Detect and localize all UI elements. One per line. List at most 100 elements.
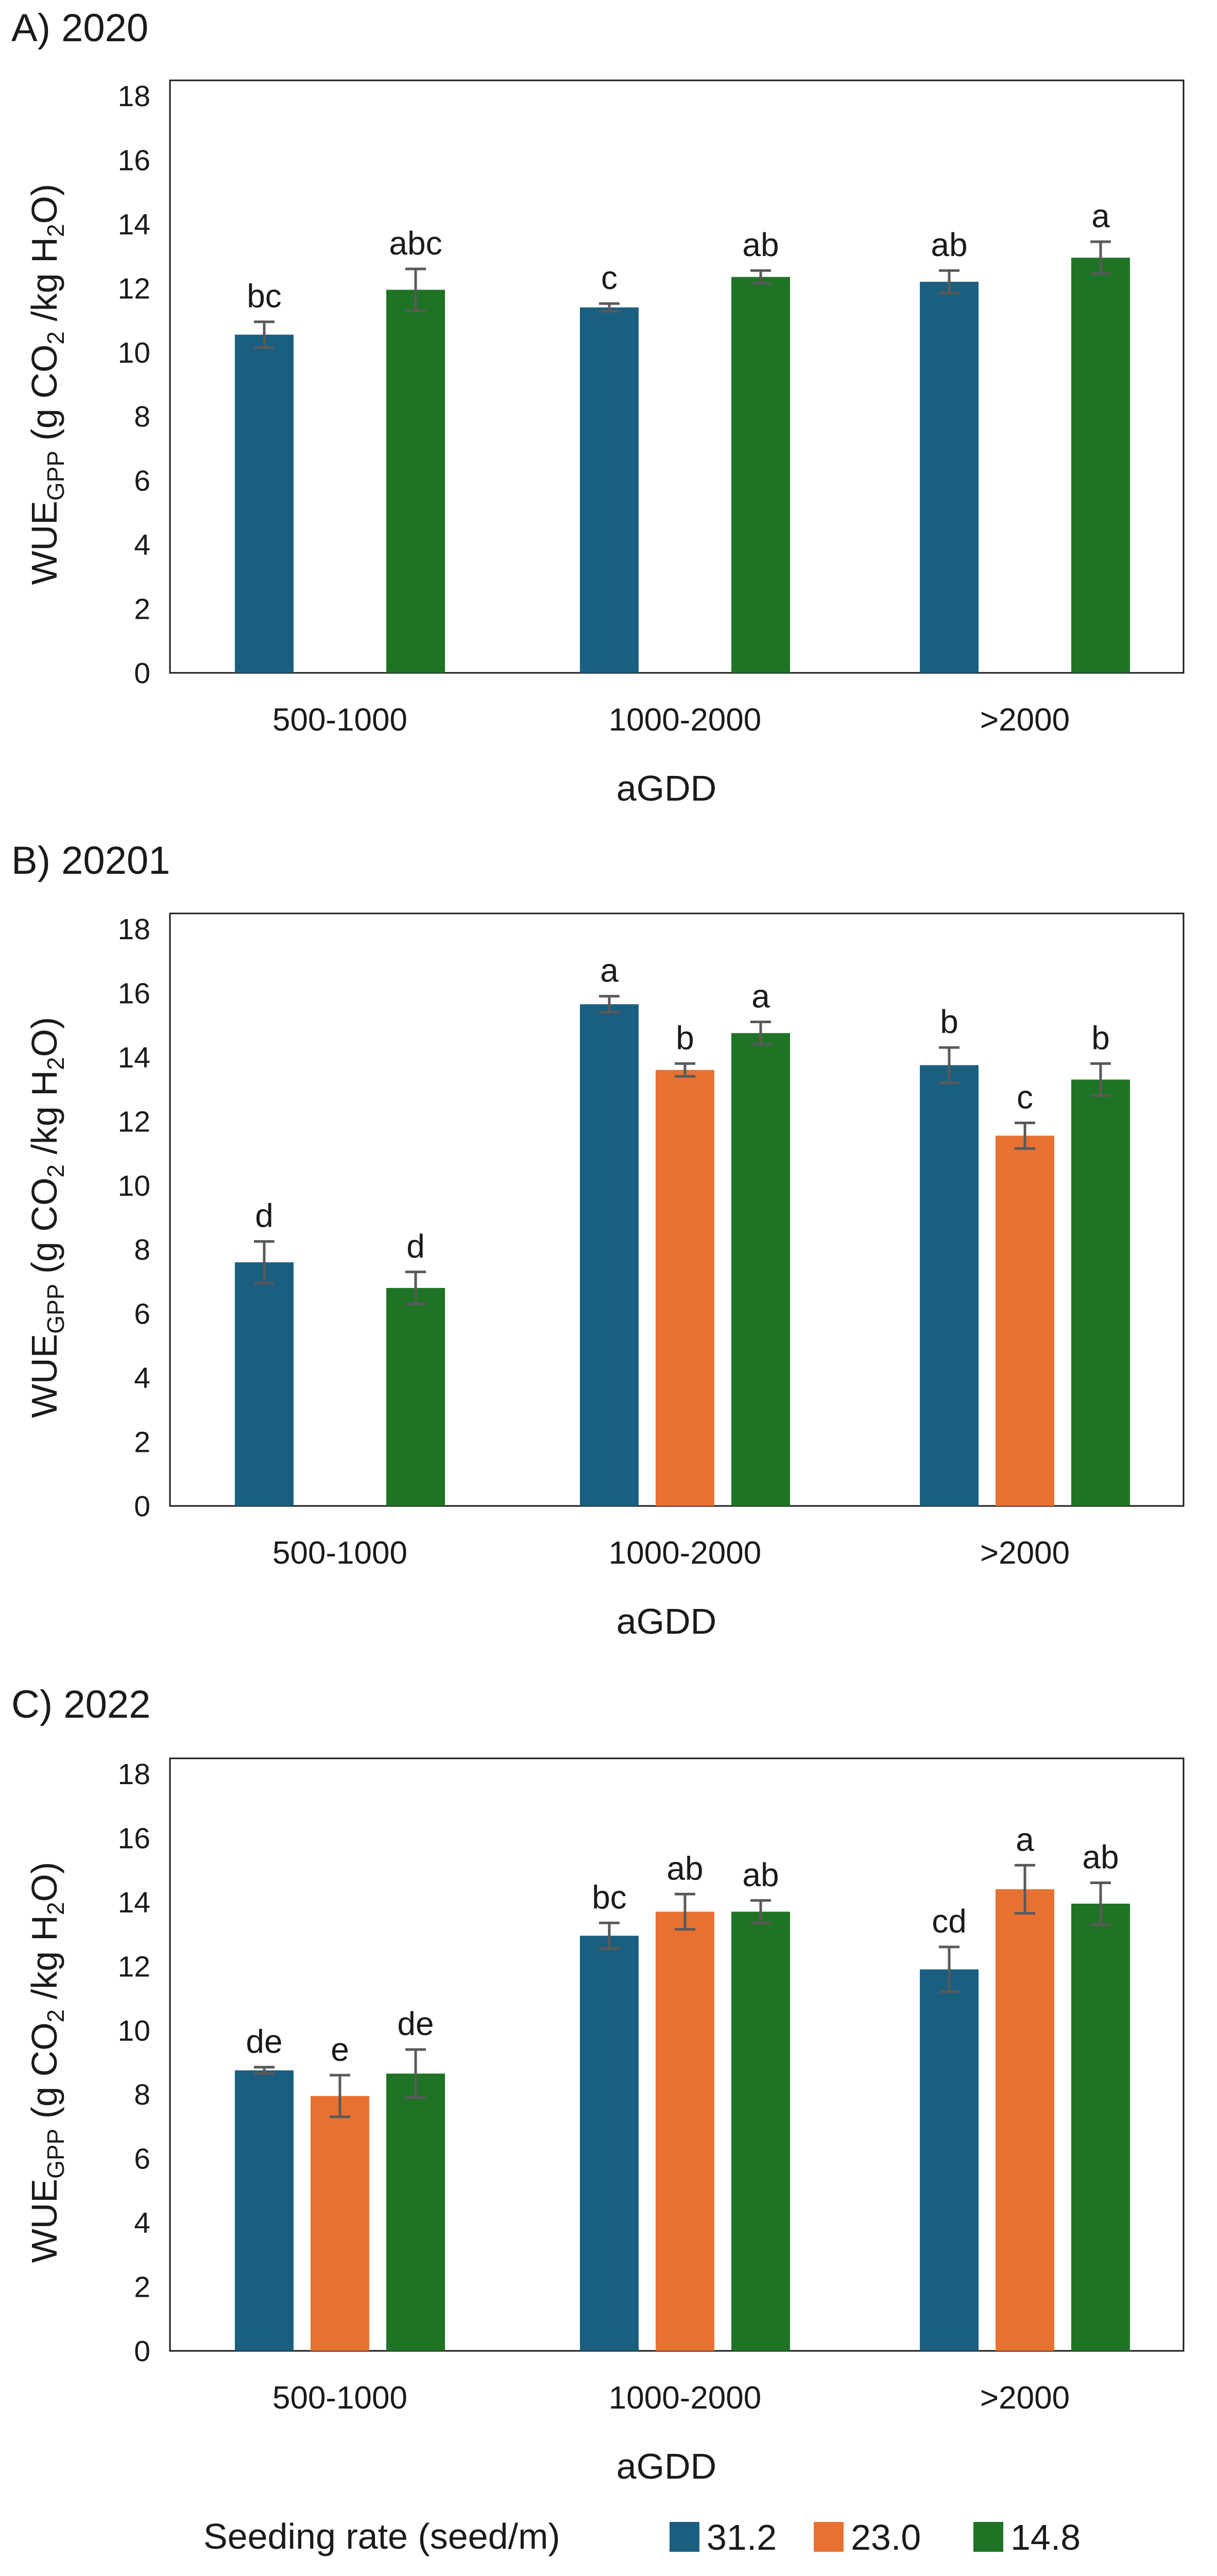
y-tick-label: 18 — [118, 80, 150, 113]
y-tick-label: 6 — [134, 2143, 150, 2176]
y-tick-label: 2 — [134, 2271, 150, 2304]
y-tick-label: 12 — [118, 272, 150, 305]
y-tick-label: 16 — [118, 977, 150, 1010]
significance-letter: ab — [1082, 1839, 1119, 1876]
legend-label-31-2: 31.2 — [707, 2517, 777, 2557]
significance-letter: ab — [742, 1856, 779, 1893]
y-axis-title-part: WUE — [24, 501, 64, 585]
y-tick-label: 4 — [134, 2207, 150, 2240]
bar-14-8 — [386, 1287, 445, 1506]
significance-letter: e — [331, 2031, 349, 2068]
bar-14-8 — [1071, 1079, 1130, 1506]
y-axis-title-part: O) — [24, 184, 64, 224]
significance-letter: b — [1091, 1019, 1110, 1056]
significance-letter: bc — [592, 1878, 627, 1916]
panel-title: C) 2022 — [11, 1683, 150, 1726]
bar-23-0 — [996, 1889, 1054, 2351]
y-axis-title-part: /kg H — [24, 1915, 64, 2009]
bar-14-8 — [1071, 258, 1130, 673]
x-axis-title: aGDD — [616, 2446, 716, 2486]
y-tick-label: 2 — [134, 1426, 150, 1459]
panel-title: A) 2020 — [11, 6, 148, 50]
x-category-label: >2000 — [980, 2380, 1070, 2416]
x-category-label: 500-1000 — [272, 1535, 407, 1571]
y-tick-label: 10 — [118, 336, 150, 369]
significance-letter: c — [601, 259, 618, 296]
y-tick-label: 16 — [118, 144, 150, 177]
y-axis-title-subscript: 2 — [42, 1057, 69, 1071]
bar-31-2 — [235, 334, 294, 673]
y-tick-label: 8 — [134, 400, 150, 433]
significance-letter: ab — [742, 226, 779, 263]
y-tick-label: 6 — [134, 465, 150, 498]
y-axis-title-subscript: 2 — [42, 1902, 69, 1916]
bar-14-8 — [731, 1911, 790, 2351]
bar-14-8 — [731, 1033, 790, 1506]
y-axis-title: WUEGPP (g CO2 /kg H2O) — [24, 1862, 69, 2263]
chart-panel-b: B) 20201 0 2 4 6 8 10 12 14 16 18 WUEGPP (g CO2 /k… — [11, 839, 1185, 1641]
y-tick-label: 0 — [134, 2335, 150, 2368]
panel-title: B) 20201 — [11, 839, 170, 883]
y-tick-label: 18 — [118, 1758, 150, 1791]
legend-swatch-23-0 — [814, 2522, 844, 2552]
legend-swatch-31-2 — [670, 2522, 699, 2552]
y-axis-title-part: O) — [24, 1017, 64, 1057]
y-axis-title-part: (g CO — [24, 2023, 64, 2129]
significance-letter: cd — [932, 1903, 967, 1940]
y-tick-label: 0 — [134, 1490, 150, 1523]
legend-swatch-14-8 — [973, 2522, 1003, 2552]
y-tick-label: 14 — [118, 208, 150, 241]
significance-letter: a — [751, 977, 770, 1014]
bar-31-2 — [580, 1936, 639, 2351]
x-category-label: 1000-2000 — [609, 2380, 762, 2416]
bar-23-0 — [996, 1136, 1054, 1506]
bar-23-0 — [311, 2096, 369, 2351]
bar-31-2 — [235, 2070, 294, 2351]
significance-letter: bc — [247, 278, 282, 315]
bar-14-8 — [386, 2073, 445, 2351]
y-tick-label: 12 — [118, 1105, 150, 1138]
significance-letter: ab — [666, 1850, 703, 1887]
y-axis-title-part: WUE — [24, 1334, 64, 1418]
significance-letter: abc — [389, 225, 442, 262]
y-tick-label: 8 — [134, 2078, 150, 2111]
y-axis-title-subscript: GPP — [42, 1284, 69, 1334]
bar-31-2 — [580, 307, 639, 673]
y-tick-label: 2 — [134, 593, 150, 626]
y-axis-title: WUEGPP (g CO2 /kg H2O) — [24, 1017, 69, 1418]
y-axis-title-subscript: 2 — [42, 224, 69, 238]
significance-letter: d — [406, 1228, 425, 1265]
x-category-label: 1000-2000 — [609, 702, 762, 738]
significance-letter: b — [940, 1003, 958, 1040]
significance-letter: a — [1016, 1821, 1034, 1858]
significance-letter: ab — [931, 226, 967, 263]
y-axis-title-subscript: GPP — [42, 451, 69, 501]
bar-31-2 — [235, 1262, 294, 1506]
bar-31-2 — [920, 281, 979, 673]
y-tick-label: 6 — [134, 1298, 150, 1331]
significance-letter: de — [397, 2005, 434, 2042]
y-axis-title-subscript: 2 — [42, 1164, 69, 1178]
x-category-label: 500-1000 — [272, 2380, 407, 2416]
y-tick-label: 18 — [118, 913, 150, 946]
bar-14-8 — [386, 290, 445, 673]
y-tick-label: 14 — [118, 1041, 150, 1074]
y-axis-title-subscript: GPP — [42, 2129, 69, 2179]
y-tick-label: 0 — [134, 657, 150, 690]
plot-frame — [169, 79, 1185, 674]
y-tick-label: 4 — [134, 1362, 150, 1395]
y-tick-label: 8 — [134, 1233, 150, 1266]
y-tick-label: 10 — [118, 1170, 150, 1202]
significance-letter: b — [676, 1019, 694, 1056]
y-axis-title-part: WUE — [24, 2179, 64, 2263]
legend-title: Seeding rate (seed/m) — [203, 2516, 560, 2556]
bar-14-8 — [731, 277, 790, 673]
y-axis-title-part: /kg H — [24, 237, 64, 331]
legend: Seeding rate (seed/m) 31.2 23.0 14.8 — [203, 2516, 1081, 2557]
legend-label-23-0: 23.0 — [851, 2517, 921, 2557]
x-category-label: 1000-2000 — [609, 1535, 762, 1571]
legend-label-14-8: 14.8 — [1010, 2517, 1081, 2557]
